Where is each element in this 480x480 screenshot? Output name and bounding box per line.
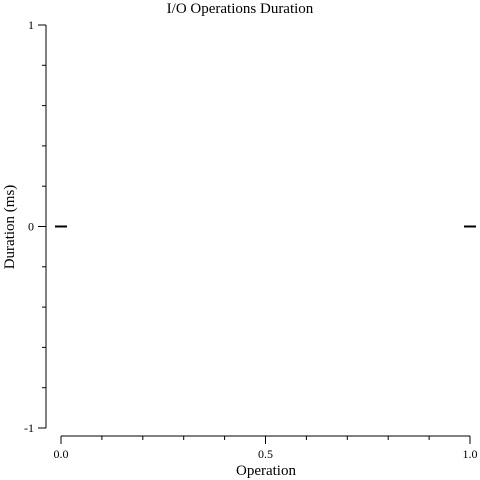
chart-title: I/O Operations Duration — [167, 1, 314, 17]
x-tick-label: 0.5 — [258, 447, 273, 461]
x-axis-label: Operation — [236, 463, 296, 479]
y-tick-label: -1 — [24, 421, 34, 435]
major-ticks: -1 0 1 0.0 0.5 1.0 — [24, 18, 478, 461]
plot-area: -1 0 1 0.0 0.5 1.0 — [24, 18, 478, 461]
x-tick-label: 1.0 — [463, 447, 478, 461]
y-axis-label: Duration (ms) — [2, 185, 18, 270]
y-tick-label: 1 — [28, 18, 34, 32]
x-tick-label: 0.0 — [54, 447, 69, 461]
y-tick-label: 0 — [28, 220, 34, 234]
minor-ticks — [42, 24, 471, 440]
